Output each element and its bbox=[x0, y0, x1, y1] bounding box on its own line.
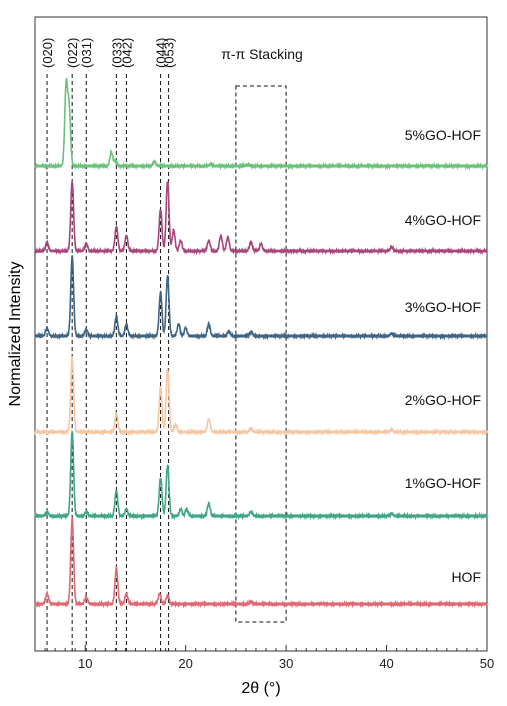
plane-label: (042) bbox=[119, 38, 134, 68]
plane-label: (053) bbox=[162, 38, 177, 68]
x-tick-label: 30 bbox=[279, 656, 293, 671]
x-tick-label: 50 bbox=[480, 656, 494, 671]
series-line bbox=[34, 255, 488, 341]
series-group: 5%GO-HOF 4%GO-HOF 3%GO-HOF 2%GO-HOF 1%GO-HOF… bbox=[34, 77, 488, 609]
series-line bbox=[34, 180, 488, 256]
plane-label: (033) bbox=[109, 38, 124, 68]
plane-label: (031) bbox=[79, 38, 94, 68]
plane-label: (020) bbox=[40, 38, 55, 68]
x-tick-label: 40 bbox=[379, 656, 393, 671]
plane-label: (022) bbox=[65, 38, 80, 68]
pi-stacking-box bbox=[235, 85, 287, 623]
y-axis-title: Normalized Intensity bbox=[7, 262, 24, 407]
series-label: 2%GO-HOF bbox=[405, 392, 481, 408]
x-axis-title: 2θ (°) bbox=[241, 680, 280, 697]
x-axis: 10 20 30 40 50 bbox=[34, 645, 494, 671]
series-line bbox=[34, 429, 488, 521]
series-line bbox=[34, 77, 488, 171]
x-tick-label: 10 bbox=[78, 656, 92, 671]
series-label: 5%GO-HOF bbox=[405, 127, 481, 143]
plane-labels: (020) (022) (031) (033)(042) (044)(053) bbox=[40, 38, 177, 68]
series-label: 4%GO-HOF bbox=[405, 212, 481, 228]
plane-label: (044) bbox=[154, 38, 169, 68]
series-label: 3%GO-HOF bbox=[405, 299, 481, 315]
pi-stacking-label: π-π Stacking bbox=[221, 46, 303, 62]
plot-frame bbox=[34, 16, 488, 652]
series-label: HOF bbox=[451, 569, 481, 585]
reference-lines bbox=[46, 74, 170, 651]
series-line bbox=[34, 517, 488, 609]
x-tick-label: 20 bbox=[178, 656, 192, 671]
series-label: 1%GO-HOF bbox=[405, 475, 481, 491]
series-line bbox=[34, 356, 488, 437]
